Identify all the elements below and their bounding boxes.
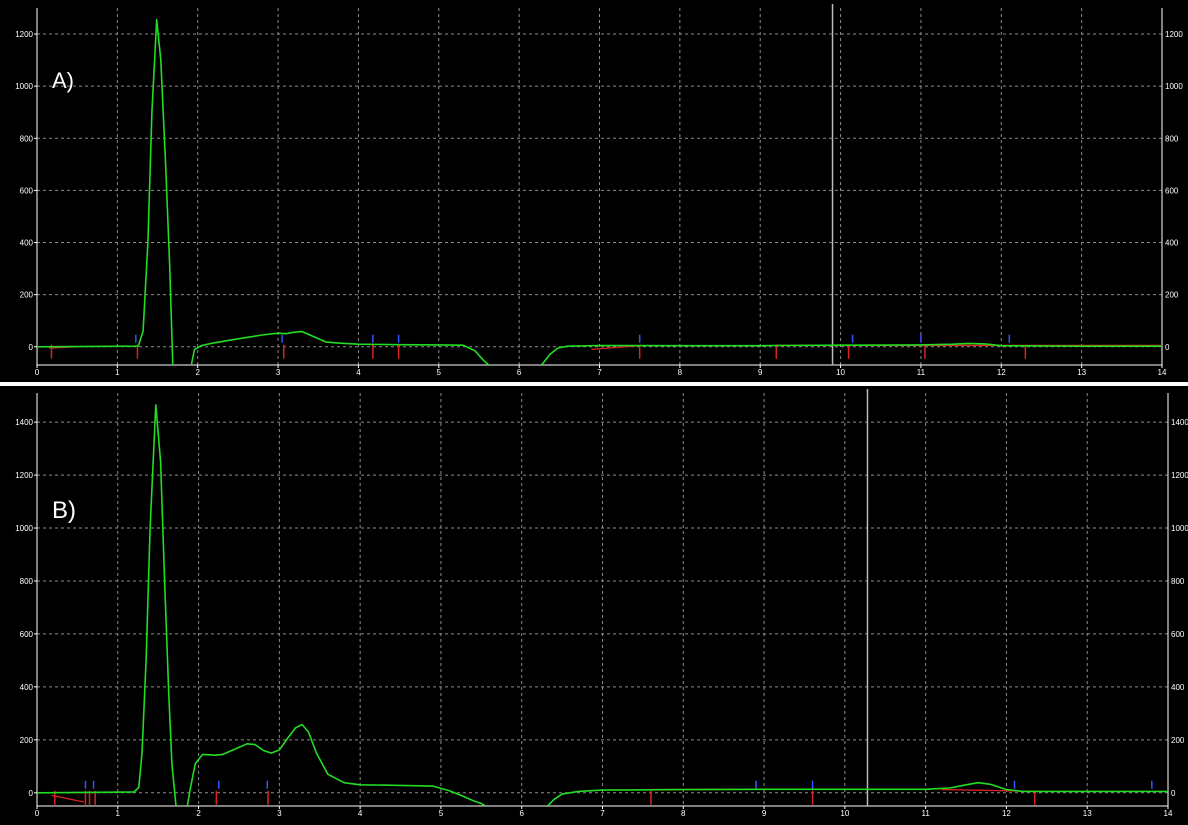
y-tick-label-left: 1200 (15, 30, 33, 39)
detector-trace (190, 330, 490, 365)
y-tick-label-left: 800 (20, 134, 34, 143)
y-tick-label-right: 600 (1171, 630, 1185, 639)
x-tick-label: 14 (1158, 368, 1167, 377)
detector-trace (540, 342, 1162, 365)
x-tick-label: 12 (1002, 809, 1011, 818)
x-tick-label: 0 (35, 368, 40, 377)
y-tick-label-left: 1000 (15, 82, 33, 91)
x-tick-label: 12 (997, 368, 1006, 377)
x-tick-label: 13 (1077, 368, 1086, 377)
y-tick-label-left: 200 (20, 291, 34, 300)
x-tick-label: 1 (116, 809, 121, 818)
x-tick-label: 13 (1083, 809, 1092, 818)
x-tick-label: 8 (681, 809, 686, 818)
x-tick-label: 5 (439, 809, 444, 818)
panel-background (0, 386, 1188, 825)
x-tick-label: 3 (277, 809, 282, 818)
x-tick-label: 14 (1164, 809, 1173, 818)
y-tick-label-left: 1000 (15, 524, 33, 533)
y-tick-label-right: 0 (1171, 789, 1176, 798)
x-tick-label: 10 (836, 368, 845, 377)
y-tick-label-right: 1000 (1165, 82, 1183, 91)
y-tick-label-left: 0 (29, 789, 34, 798)
x-tick-label: 3 (276, 368, 281, 377)
y-tick-label-right: 800 (1165, 134, 1179, 143)
panel-label: B) (52, 497, 76, 524)
grid (36, 393, 1169, 806)
y-tick-label-right: 600 (1165, 186, 1179, 195)
y-tick-label-left: 1400 (15, 418, 33, 427)
x-tick-label: 8 (678, 368, 683, 377)
x-tick-label: 2 (196, 809, 201, 818)
detector-trace (186, 723, 486, 806)
integration-baseline (51, 794, 84, 803)
y-tick-label-left: 200 (20, 736, 34, 745)
x-tick-label: 6 (519, 809, 524, 818)
x-tick-label: 1 (115, 368, 120, 377)
grid (36, 8, 1163, 365)
y-tick-label-right: 1000 (1171, 524, 1188, 533)
y-tick-label-right: 1200 (1171, 471, 1188, 480)
y-tick-label-right: 400 (1171, 683, 1185, 692)
x-tick-label: 0 (35, 809, 40, 818)
y-tick-label-right: 800 (1171, 577, 1185, 586)
y-tick-label-left: 1200 (15, 471, 33, 480)
x-tick-label: 7 (600, 809, 605, 818)
y-tick-label-left: 400 (20, 683, 34, 692)
y-tick-label-right: 400 (1165, 239, 1179, 248)
detector-trace (547, 781, 1168, 806)
y-tick-label-right: 200 (1165, 291, 1179, 300)
x-tick-label: 6 (517, 368, 522, 377)
x-tick-label: 4 (358, 809, 363, 818)
y-tick-label-left: 0 (29, 343, 34, 352)
detector-trace (37, 18, 174, 365)
x-tick-label: 11 (921, 809, 930, 818)
y-tick-label-right: 1200 (1165, 30, 1183, 39)
panel-background (0, 0, 1188, 382)
x-tick-label: 2 (195, 368, 200, 377)
y-tick-label-left: 400 (20, 239, 34, 248)
x-tick-label: 4 (356, 368, 361, 377)
x-tick-label: 11 (917, 368, 926, 377)
panel-label: A) (52, 68, 74, 93)
x-tick-label: 10 (840, 809, 849, 818)
y-tick-label-left: 600 (20, 186, 34, 195)
y-tick-label-right: 0 (1165, 343, 1170, 352)
x-tick-label: 5 (437, 368, 442, 377)
x-tick-label: 7 (597, 368, 602, 377)
detector-trace (37, 404, 177, 806)
x-tick-label: 9 (762, 809, 767, 818)
x-tick-label: 9 (758, 368, 763, 377)
y-tick-label-right: 1400 (1171, 418, 1188, 427)
y-tick-label-right: 200 (1171, 736, 1185, 745)
y-tick-label-left: 800 (20, 577, 34, 586)
y-tick-label-left: 600 (20, 630, 34, 639)
